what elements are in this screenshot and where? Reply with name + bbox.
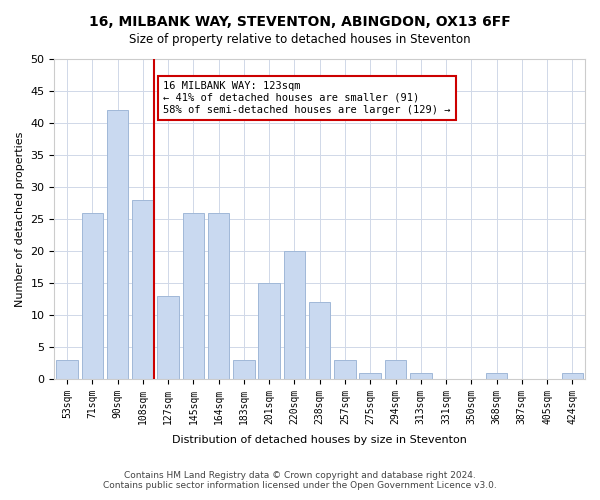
- Bar: [233, 360, 254, 379]
- Text: Contains HM Land Registry data © Crown copyright and database right 2024.
Contai: Contains HM Land Registry data © Crown c…: [103, 470, 497, 490]
- Bar: [562, 372, 583, 379]
- Bar: [410, 372, 431, 379]
- Bar: [182, 212, 204, 379]
- Bar: [208, 212, 229, 379]
- Y-axis label: Number of detached properties: Number of detached properties: [15, 132, 25, 306]
- Bar: [284, 251, 305, 379]
- Bar: [107, 110, 128, 379]
- Bar: [259, 283, 280, 379]
- Bar: [309, 302, 331, 379]
- Bar: [385, 360, 406, 379]
- Bar: [359, 372, 381, 379]
- Bar: [157, 296, 179, 379]
- Bar: [132, 200, 154, 379]
- Text: 16, MILBANK WAY, STEVENTON, ABINGDON, OX13 6FF: 16, MILBANK WAY, STEVENTON, ABINGDON, OX…: [89, 15, 511, 29]
- Bar: [334, 360, 356, 379]
- Bar: [486, 372, 508, 379]
- Text: 16 MILBANK WAY: 123sqm
← 41% of detached houses are smaller (91)
58% of semi-det: 16 MILBANK WAY: 123sqm ← 41% of detached…: [163, 82, 451, 114]
- Text: Size of property relative to detached houses in Steventon: Size of property relative to detached ho…: [129, 32, 471, 46]
- Bar: [82, 212, 103, 379]
- Bar: [56, 360, 78, 379]
- X-axis label: Distribution of detached houses by size in Steventon: Distribution of detached houses by size …: [172, 435, 467, 445]
